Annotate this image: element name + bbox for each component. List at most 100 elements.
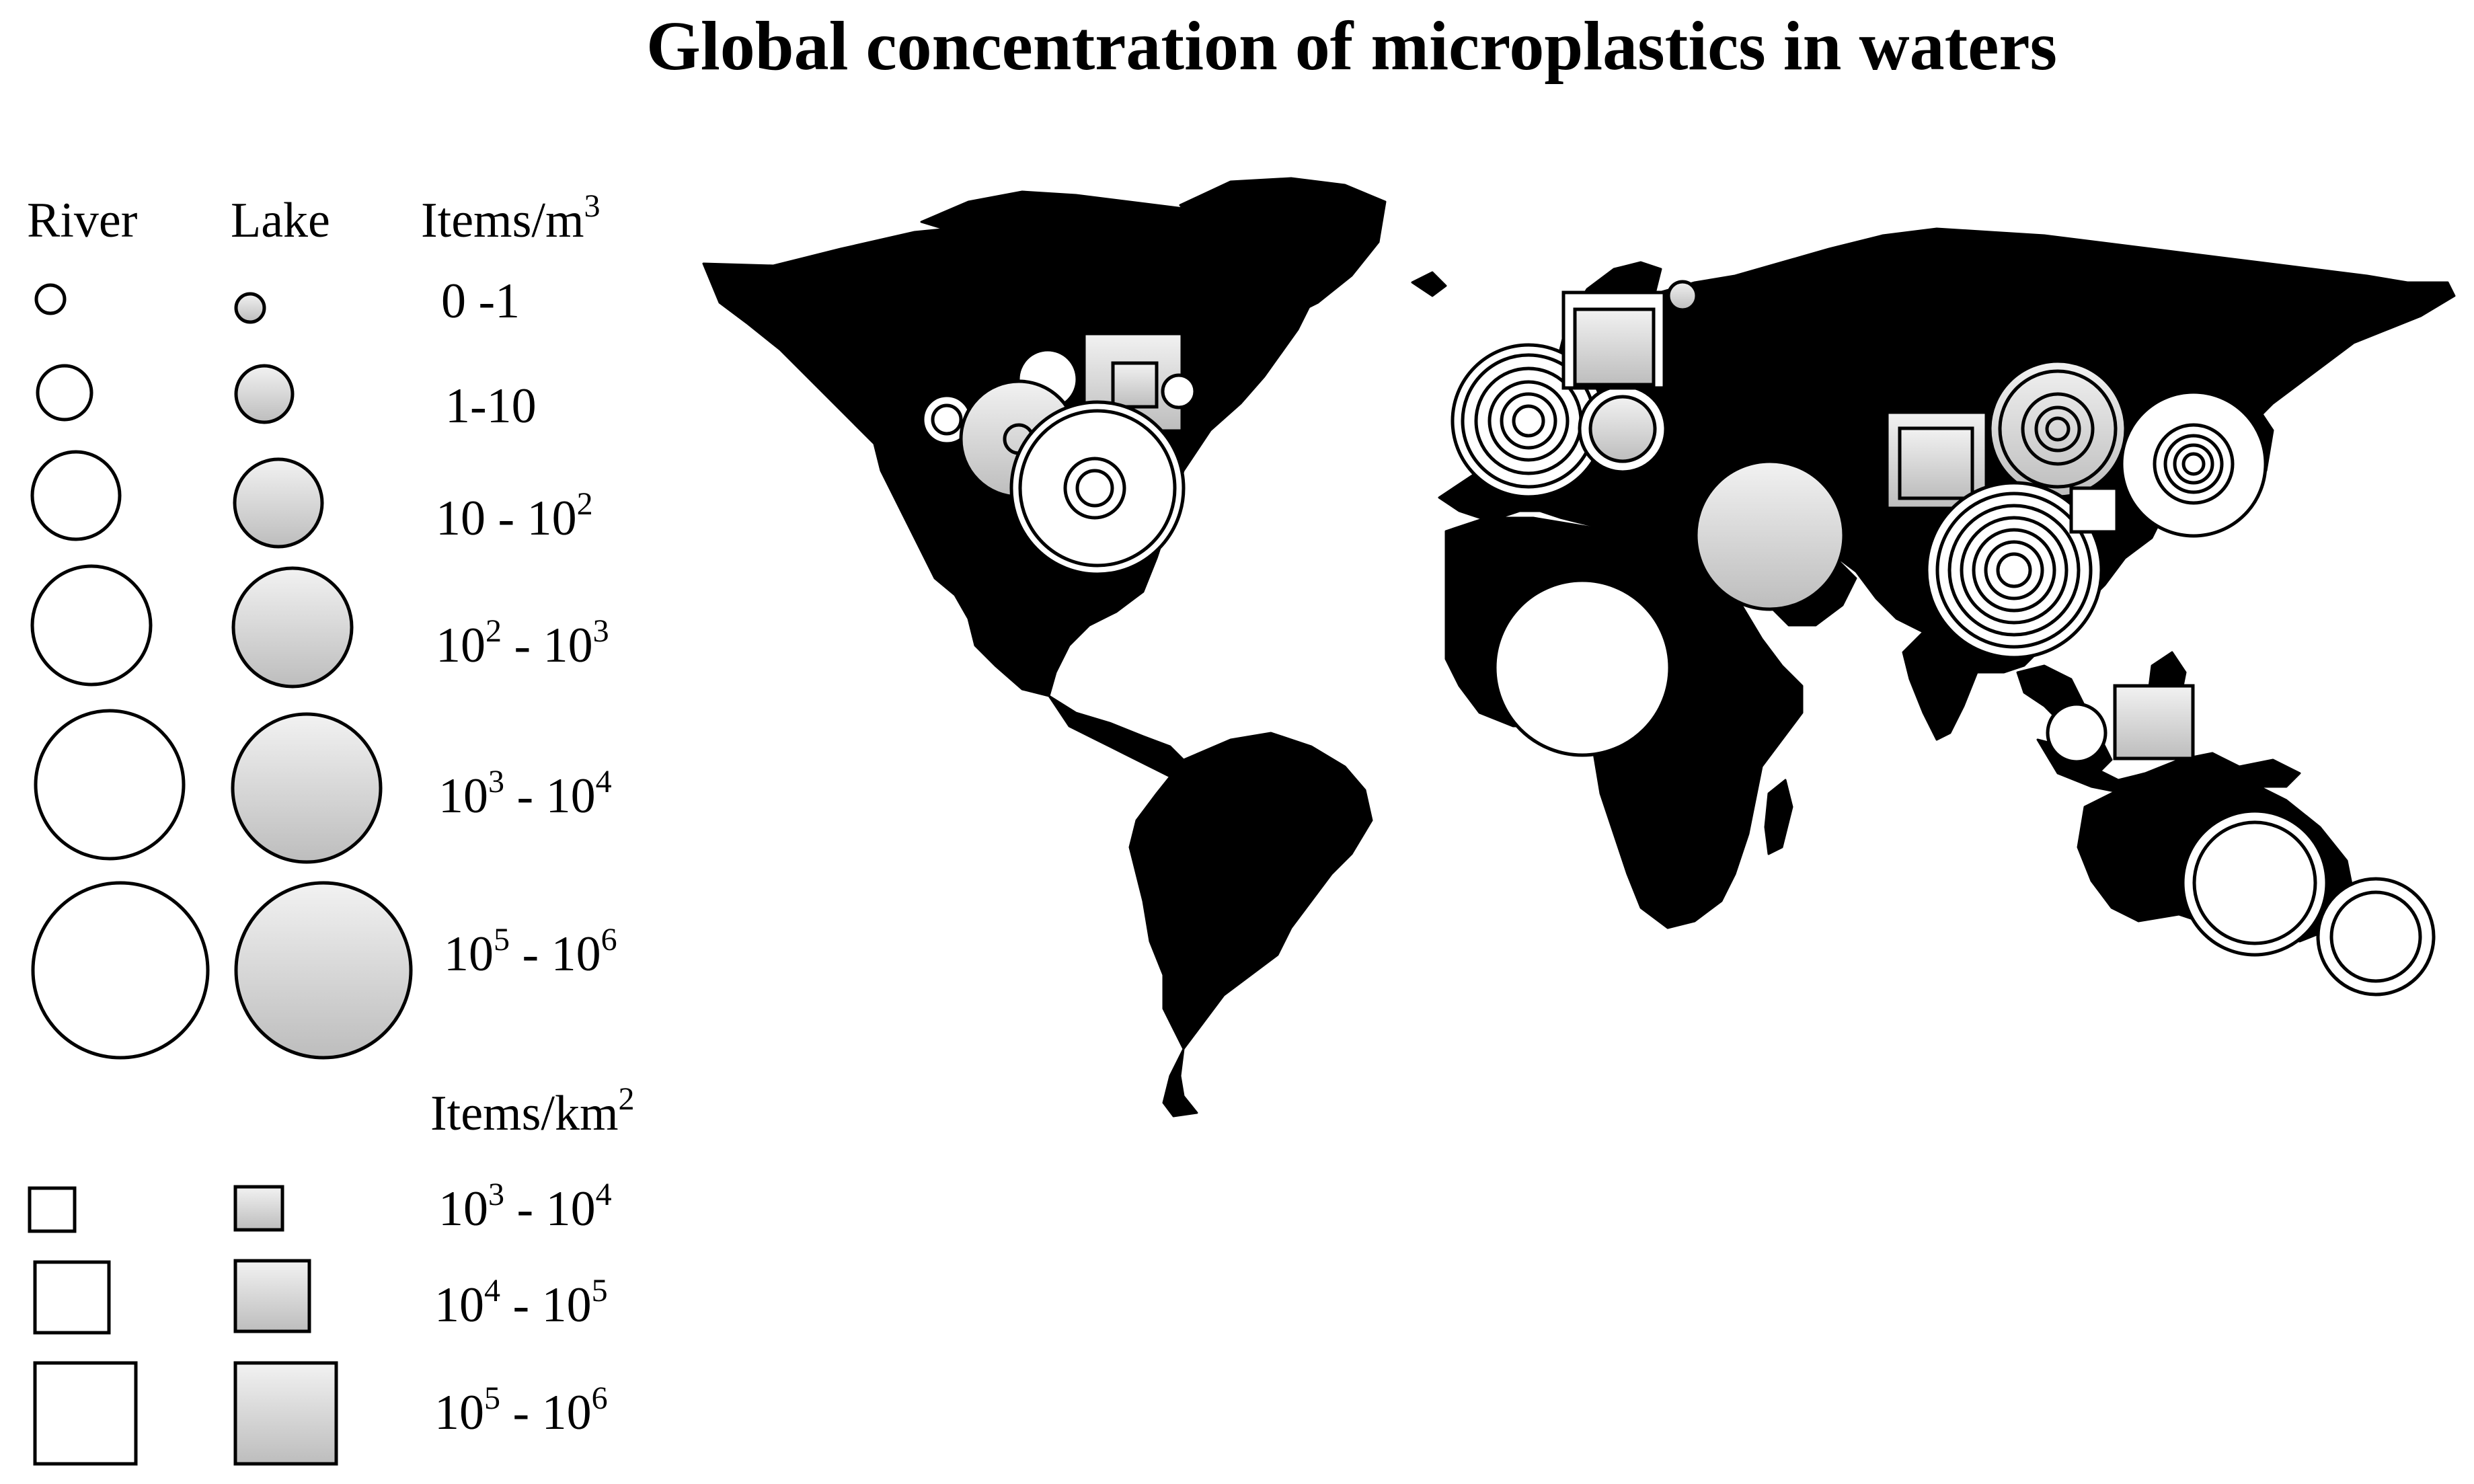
site-lake-square-greatlakes-inner bbox=[1111, 361, 1159, 409]
site-river-usa-large-ring3 bbox=[1075, 469, 1114, 508]
figure-title: Global concentration of microplastics in… bbox=[646, 7, 2057, 85]
legend-area-class-3-exponent-2: 6 bbox=[592, 1380, 608, 1416]
land-central-america bbox=[1048, 695, 1192, 781]
legend-volume-class-6-text-2: - 10 bbox=[510, 927, 601, 982]
legend-river-circle-1e3-1e4 bbox=[34, 709, 186, 861]
site-river-newzealand-ring bbox=[2329, 890, 2422, 983]
site-river-westeurope-ring5 bbox=[1512, 404, 1545, 438]
legend-volume-class-6-text-1: 10 bbox=[444, 927, 494, 982]
legend-area-class-3-exponent-1: 5 bbox=[484, 1380, 500, 1416]
legend-lake-square-1e4-1e5 bbox=[233, 1259, 311, 1333]
land-greenland bbox=[1179, 177, 1387, 317]
legend-volume-class-5: 103 - 104 bbox=[438, 764, 612, 824]
site-lake-northrussia bbox=[1666, 280, 1699, 312]
legend-volume-unit-base: Items/m bbox=[421, 193, 584, 248]
site-river-southchina bbox=[1925, 481, 2103, 660]
legend-river-square-1e3-1e4 bbox=[28, 1186, 77, 1233]
site-river-australia-ring bbox=[2192, 820, 2317, 945]
site-lake-square-indonesia bbox=[2113, 684, 2195, 760]
site-lake-square-centralasia-inner bbox=[1898, 426, 1974, 500]
site-river-northeastasia-ring3 bbox=[2173, 443, 2214, 485]
legend-volume-class-6-exponent-1: 5 bbox=[494, 922, 510, 958]
legend-lake-square-1e3-1e4 bbox=[233, 1185, 284, 1232]
legend-area-class-3-text-1: 10 bbox=[434, 1385, 484, 1440]
legend-river-circle-10-100 bbox=[30, 450, 122, 541]
legend-river-circle-0-1 bbox=[34, 283, 67, 315]
legend-volume-class-3-exponent-1: 2 bbox=[577, 486, 593, 522]
legend-area-class-1-exponent-1: 3 bbox=[488, 1177, 504, 1212]
legend-volume-class-3: 10 - 102 bbox=[436, 486, 593, 546]
legend-volume-class-5-text-2: - 10 bbox=[504, 769, 596, 824]
legend-volume-class-4-text-1: 10 bbox=[436, 618, 486, 673]
land-madagascar bbox=[1764, 779, 1793, 855]
legend-river-header: River bbox=[27, 193, 137, 248]
legend-lake-circle-1-10 bbox=[234, 364, 295, 424]
legend-lake-circle-1e2-1e3 bbox=[231, 566, 354, 689]
legend-volume-class-1-text-1: 0 -1 bbox=[441, 274, 520, 329]
legend-volume-class-4-exponent-1: 2 bbox=[486, 613, 502, 649]
site-lake-northchina bbox=[1988, 359, 2128, 499]
legend-area-class-2-exponent-1: 4 bbox=[484, 1273, 500, 1309]
site-river-usa-large-ring2 bbox=[1063, 457, 1126, 520]
legend-area-class-2-text-1: 10 bbox=[434, 1278, 484, 1333]
legend-lake-circle-1e3-1e4 bbox=[231, 712, 383, 864]
legend-area-class-2: 104 - 105 bbox=[434, 1273, 608, 1333]
legend-area-class-1-text-1: 10 bbox=[438, 1181, 488, 1237]
site-river-usa-large bbox=[1009, 400, 1186, 576]
legend-volume-class-2-text-1: 1-10 bbox=[445, 379, 537, 434]
legend-volume-class-2: 1-10 bbox=[445, 379, 537, 434]
site-river-southeastasia bbox=[2046, 702, 2108, 764]
site-river-africa bbox=[1493, 578, 1672, 757]
land-greenland-islands bbox=[1411, 271, 1447, 297]
site-river-northamerica-east-small bbox=[1161, 373, 1197, 409]
site-river-southchina-ring2 bbox=[1947, 504, 2081, 637]
site-lake-northchina-ring3 bbox=[2034, 405, 2081, 453]
site-river-northeastasia-ring2 bbox=[2163, 434, 2224, 494]
site-river-northeastasia-ring4 bbox=[2181, 452, 2206, 476]
site-lake-centraleurope bbox=[1588, 395, 1657, 463]
site-river-westeurope-ring3 bbox=[1487, 380, 1570, 462]
site-river-northeastasia bbox=[2120, 390, 2268, 538]
legend-volume-class-4: 102 - 103 bbox=[436, 613, 609, 673]
legend-river-square-1e4-1e5 bbox=[33, 1260, 111, 1335]
site-river-southchina-ring1 bbox=[1935, 492, 2093, 649]
site-markers bbox=[921, 280, 2436, 997]
legend-volume-class-6-exponent-2: 6 bbox=[601, 922, 617, 958]
legend-area-unit-exp: 2 bbox=[619, 1081, 635, 1117]
legend-volume-class-6: 105 - 106 bbox=[444, 922, 617, 982]
site-lake-northchina-ring2 bbox=[2021, 392, 2095, 466]
legend-volume-unit-exp: 3 bbox=[584, 188, 601, 224]
site-lake-middleeast bbox=[1694, 459, 1846, 611]
legend-area-class-3-text-2: - 10 bbox=[500, 1385, 592, 1440]
legend-lake-circle-1e5-1e6 bbox=[234, 881, 413, 1060]
site-river-southchina-ring3 bbox=[1960, 516, 2069, 625]
site-river-southchina-ring5 bbox=[1984, 540, 2044, 600]
site-lake-northchina-ring1 bbox=[1998, 369, 2118, 489]
legend-lake-circle-0-1 bbox=[234, 292, 266, 324]
site-river-newzealand bbox=[2316, 877, 2436, 997]
site-river-australia bbox=[2181, 809, 2329, 957]
site-river-usa-large-ring1 bbox=[1018, 409, 1177, 568]
legend-volume-class-3-text-1: 10 - 10 bbox=[436, 491, 577, 546]
legend-area-unit-base: Items/km bbox=[430, 1086, 619, 1141]
site-river-northamerica-west-inner bbox=[931, 403, 963, 436]
legend-volume-class-4-exponent-2: 3 bbox=[593, 613, 609, 649]
legend-area-class-2-exponent-2: 5 bbox=[592, 1273, 608, 1309]
legend-river-circle-1e5-1e6 bbox=[31, 881, 210, 1060]
site-lake-northchina-ring4 bbox=[2045, 416, 2071, 442]
legend-volume-class-5-exponent-2: 4 bbox=[596, 764, 612, 799]
legend-river-circle-1e2-1e3 bbox=[30, 564, 153, 687]
legend-area-class-1-text-2: - 10 bbox=[504, 1181, 596, 1237]
legend-volume-class-4-text-2: - 10 bbox=[502, 618, 593, 673]
legend-volume-unit: Items/m3 bbox=[421, 188, 601, 248]
legend-river-circle-1-10 bbox=[36, 364, 93, 422]
site-river-square-eastchina bbox=[2069, 486, 2119, 534]
site-river-northeastasia-ring1 bbox=[2153, 423, 2235, 505]
site-river-southchina-ring6 bbox=[1996, 552, 2032, 588]
legend-volume-class-5-text-1: 10 bbox=[438, 769, 488, 824]
legend-area-class-3: 105 - 106 bbox=[434, 1380, 608, 1440]
legend-area-class-1: 103 - 104 bbox=[438, 1177, 612, 1237]
